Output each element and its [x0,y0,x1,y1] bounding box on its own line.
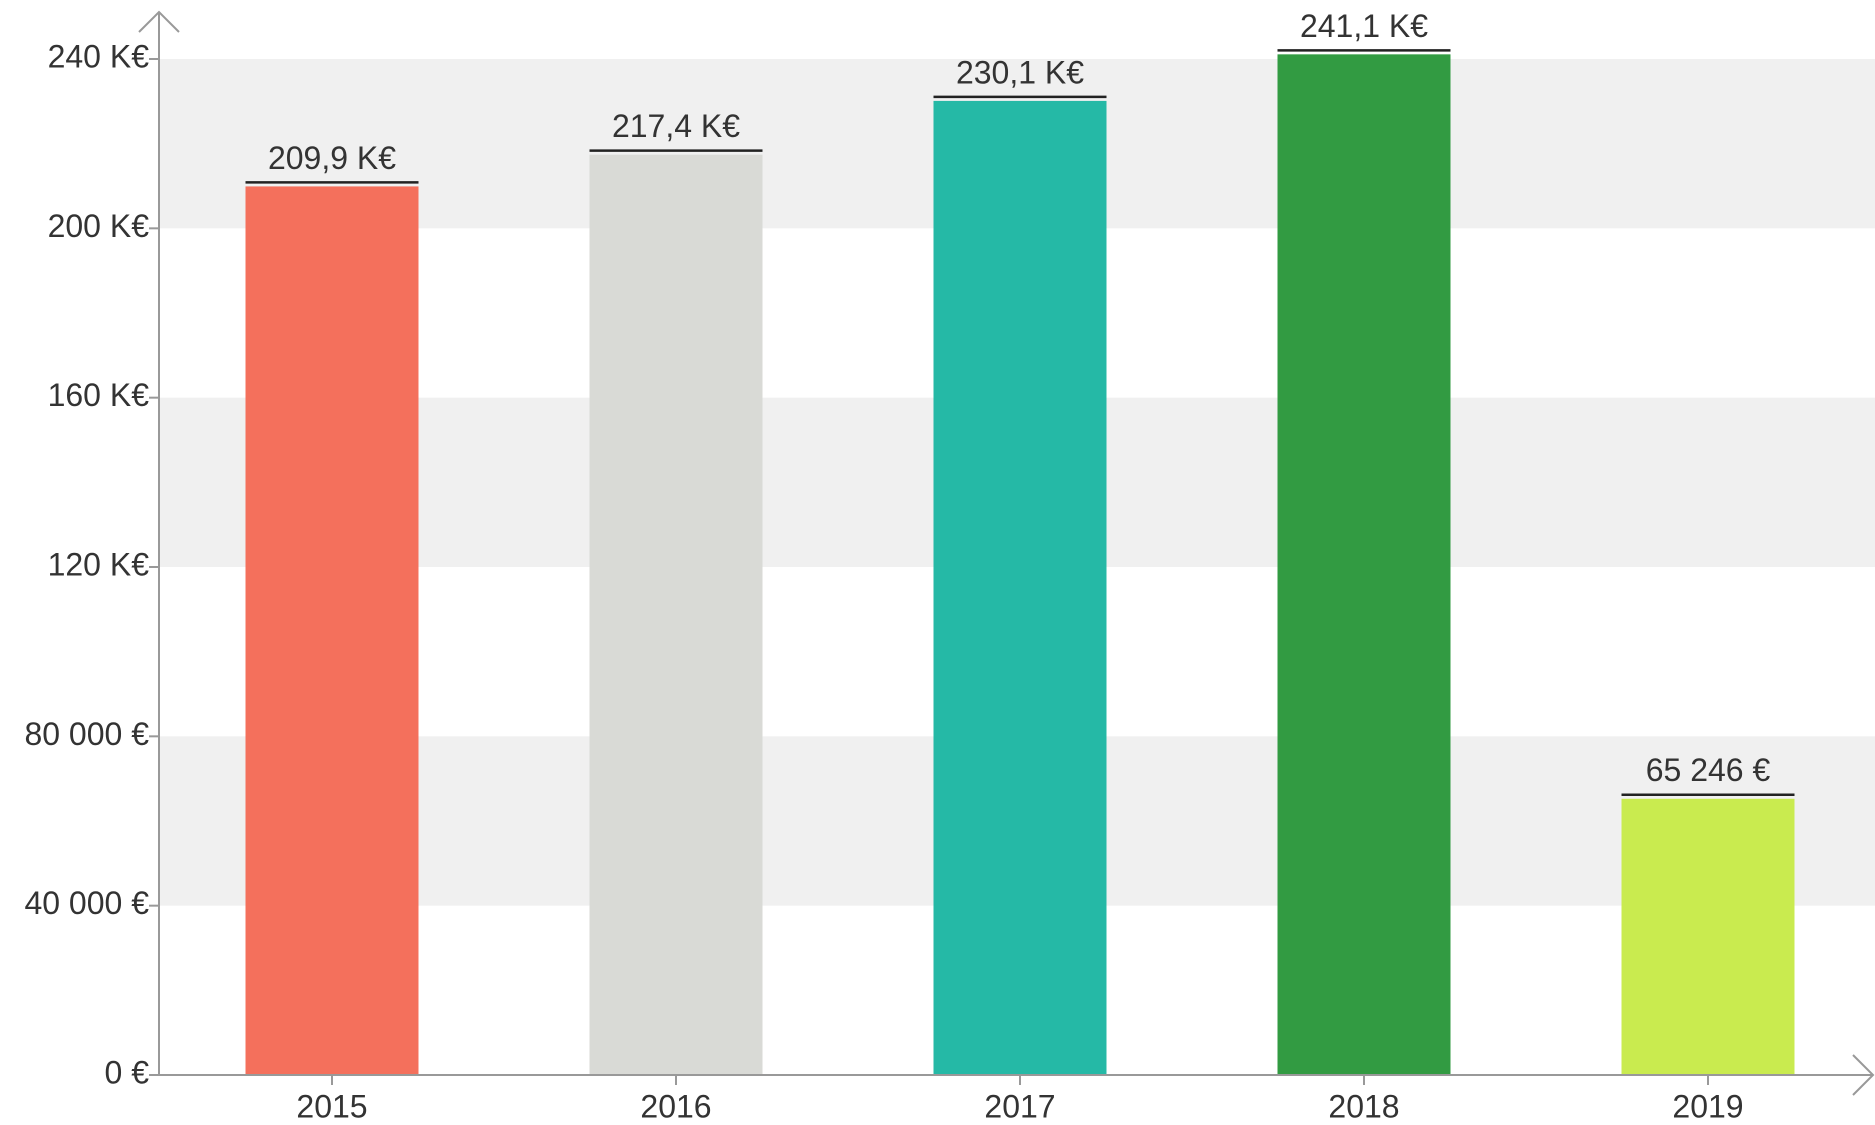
x-tick-label: 2018 [1328,1088,1399,1124]
value-label: 241,1 K€ [1300,8,1428,44]
y-tick-label: 80 000 € [24,716,149,752]
y-tick-label: 200 K€ [48,208,150,244]
bar [933,100,1107,1075]
value-label: 217,4 K€ [612,108,740,144]
y-tick-label: 0 € [105,1054,150,1090]
bar [245,186,419,1075]
x-axis-arrow [1852,1054,1875,1096]
bar [1621,798,1795,1075]
value-label: 209,9 K€ [268,140,396,176]
y-tick-label: 120 K€ [48,546,150,582]
value-label: 65 246 € [1646,752,1771,788]
y-tick-label: 40 000 € [24,885,149,921]
bar [1277,54,1451,1076]
y-axis-arrow [138,10,180,33]
x-tick-label: 2016 [640,1088,711,1124]
value-label: 230,1 K€ [956,54,1084,90]
y-tick-label: 240 K€ [48,38,150,74]
bar [589,154,763,1075]
x-tick-label: 2015 [296,1088,367,1124]
x-tick-label: 2019 [1672,1088,1743,1124]
x-tick-label: 2017 [984,1088,1055,1124]
y-tick-label: 160 K€ [48,377,150,413]
